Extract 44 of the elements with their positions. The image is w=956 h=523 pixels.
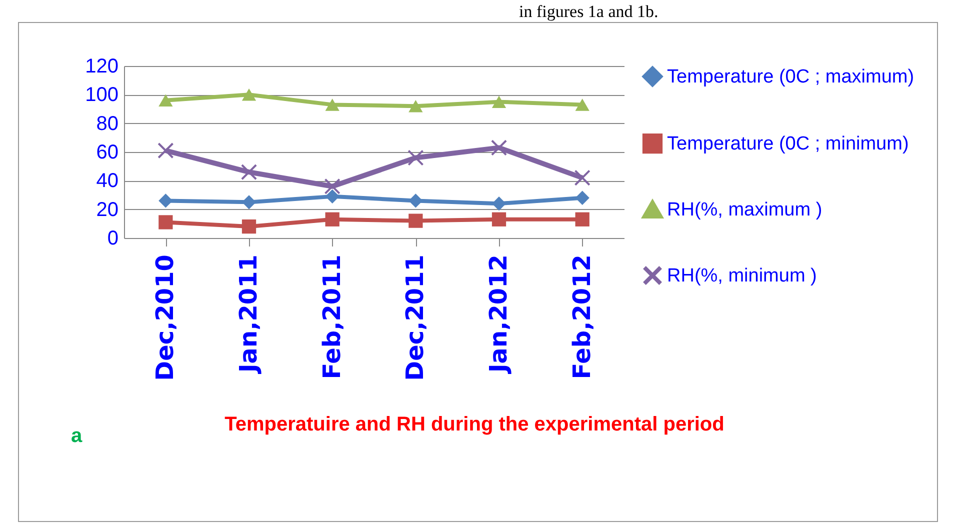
y-tick-label: 100 bbox=[85, 84, 118, 106]
point bbox=[575, 98, 590, 111]
legend-label: RH(%, minimum ) bbox=[667, 266, 817, 286]
x-tick-label: Dec,2010 bbox=[151, 254, 180, 381]
point bbox=[158, 94, 173, 107]
point bbox=[408, 150, 424, 166]
point bbox=[325, 189, 340, 204]
point bbox=[492, 96, 506, 108]
text: in figures 1a and 1b. bbox=[519, 2, 658, 21]
x-tick-label: Feb,2012 bbox=[568, 254, 596, 380]
y-tick-label: 120 bbox=[85, 56, 118, 78]
y-tick-label: 60 bbox=[96, 142, 118, 164]
x-tick-label: Feb,2011 bbox=[318, 254, 346, 380]
point bbox=[575, 190, 590, 205]
point bbox=[575, 212, 590, 226]
point bbox=[158, 194, 173, 208]
text: a bbox=[71, 425, 82, 448]
y-tick-label: 80 bbox=[96, 112, 118, 135]
legend-label: Temperature (0C ; minimum) bbox=[667, 134, 909, 154]
y-tick-label: 40 bbox=[96, 170, 118, 192]
x-tick-label: Jan,2012 bbox=[484, 254, 512, 375]
point bbox=[242, 195, 256, 210]
point bbox=[242, 88, 256, 101]
legend-label: Temperature (0C ; maximum) bbox=[667, 66, 914, 88]
point bbox=[492, 196, 506, 211]
point bbox=[240, 164, 258, 180]
point bbox=[158, 215, 173, 230]
point bbox=[325, 98, 340, 111]
point bbox=[325, 212, 340, 226]
x-tick-label: Jan,2011 bbox=[234, 254, 262, 375]
point bbox=[158, 142, 174, 159]
x-tick-label: Dec,2011 bbox=[401, 254, 430, 381]
legend-label: RH(%, maximum ) bbox=[667, 200, 822, 220]
point bbox=[574, 170, 590, 186]
y-tick-label: 0 bbox=[107, 228, 118, 250]
point bbox=[408, 194, 423, 208]
point bbox=[408, 214, 423, 228]
point bbox=[492, 212, 506, 226]
y-tick-label: 20 bbox=[96, 198, 118, 221]
point bbox=[490, 140, 508, 156]
point bbox=[324, 178, 340, 194]
text: Temperatuire and RH during the experimental period bbox=[224, 413, 724, 436]
point bbox=[408, 100, 423, 112]
point bbox=[242, 219, 256, 234]
